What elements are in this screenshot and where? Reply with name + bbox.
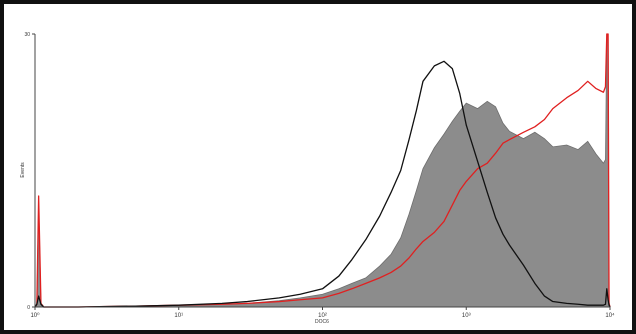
x-tick-label: 10⁰ bbox=[30, 312, 40, 319]
tick-layer: 10⁰ 10¹ 10² 10³ 10⁴ 0 30 bbox=[24, 32, 615, 319]
x-tick-label: 10² bbox=[318, 313, 327, 319]
x-tick-label: 10³ bbox=[462, 313, 471, 319]
y-axis-title: Events bbox=[20, 162, 26, 178]
series-layer bbox=[34, 33, 611, 308]
x-tick-label: 10¹ bbox=[174, 313, 183, 319]
x-axis-title: DOC6 bbox=[315, 319, 329, 325]
series-2-line bbox=[34, 60, 611, 308]
y-tick-label: 30 bbox=[24, 32, 30, 38]
y-tick-label: 0 bbox=[27, 305, 30, 311]
x-tick-label: 10⁴ bbox=[605, 312, 615, 319]
